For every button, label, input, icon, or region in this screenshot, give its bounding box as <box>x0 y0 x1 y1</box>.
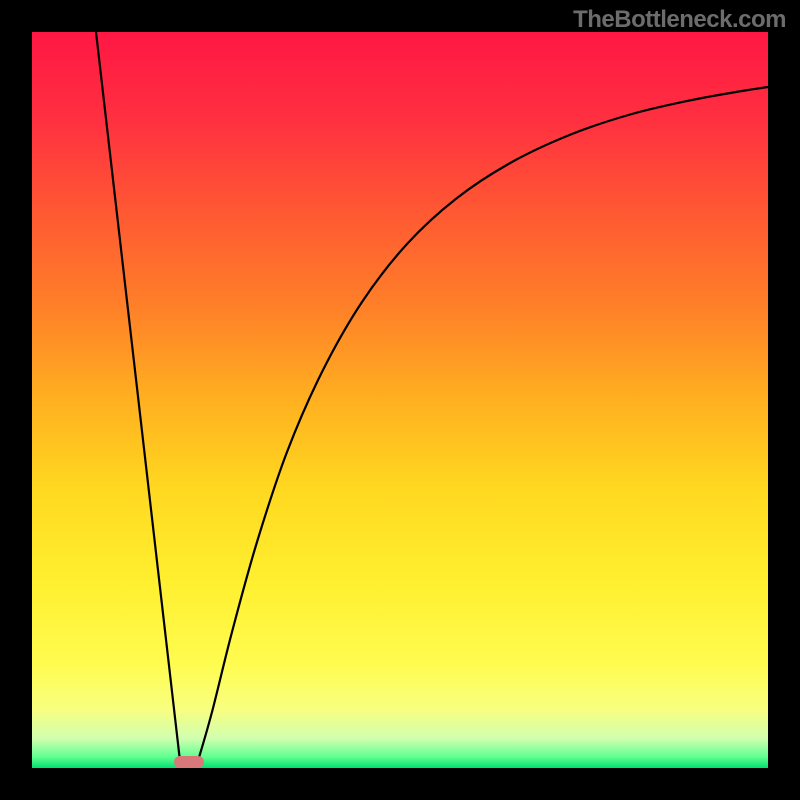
curve-right-segment <box>198 87 768 761</box>
plot-area <box>32 32 768 768</box>
bottleneck-curve <box>32 32 768 768</box>
minimum-marker <box>174 756 204 768</box>
watermark-text: TheBottleneck.com <box>573 6 786 34</box>
curve-left-segment <box>96 32 180 761</box>
chart-container: TheBottleneck.com <box>0 0 800 800</box>
